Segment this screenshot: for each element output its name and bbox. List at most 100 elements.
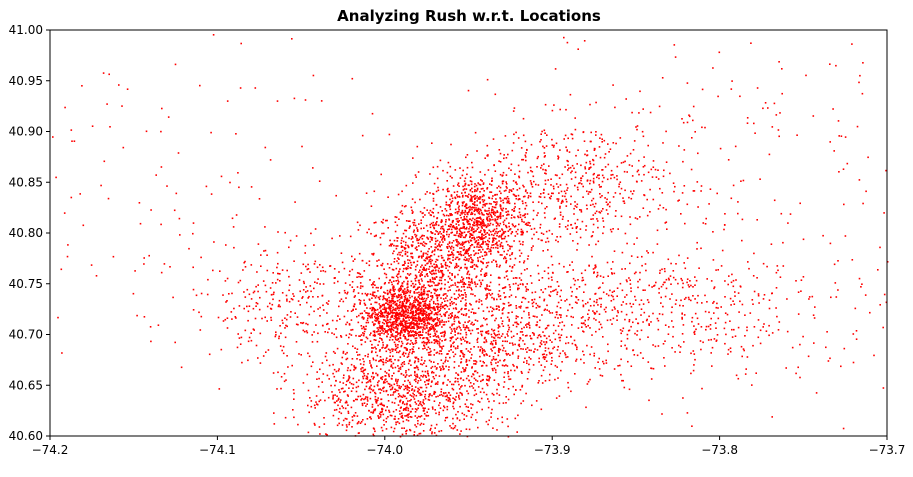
scatter-point [487,406,490,409]
scatter-point [490,253,492,255]
scatter-point [454,196,456,199]
scatter-point [382,419,385,422]
scatter-point [392,287,394,289]
scatter-point [409,304,411,306]
scatter-point [470,261,472,264]
scatter-point [507,153,509,156]
scatter-point [428,319,431,321]
scatter-point [396,382,398,384]
scatter-point [629,279,631,281]
scatter-point [454,380,457,383]
scatter-point [681,333,684,335]
scatter-point [448,245,450,248]
scatter-point [470,287,472,289]
scatter-point [438,344,441,346]
scatter-point [391,333,394,335]
scatter-point [429,173,431,175]
scatter-point [433,227,436,230]
scatter-point [375,348,377,350]
scatter-point [514,206,516,208]
scatter-point [452,307,455,310]
scatter-point [442,368,445,371]
scatter-point [474,370,476,373]
scatter-point [657,319,660,322]
scatter-point [426,253,429,256]
scatter-point [409,394,412,396]
scatter-point [392,306,394,309]
scatter-point [479,171,482,173]
scatter-point [405,317,407,319]
scatter-point [410,339,412,342]
scatter-point [414,247,417,249]
scatter-point [486,330,488,333]
scatter-point [551,352,553,354]
scatter-point [570,224,572,226]
scatter-point [483,237,486,239]
scatter-point [523,260,526,262]
scatter-point [480,273,482,276]
scatter-point [406,277,408,279]
scatter-point [494,339,497,342]
scatter-point [445,365,447,368]
scatter-point [421,264,423,267]
scatter-point [635,318,637,320]
scatter-point [407,353,410,355]
scatter-point [421,319,424,322]
scatter-point [388,244,391,247]
scatter-point [332,372,334,375]
scatter-point [316,340,319,343]
scatter-point [385,273,388,276]
scatter-point [424,328,426,330]
scatter-point [432,408,434,410]
scatter-point [456,266,458,269]
scatter-point [378,360,380,363]
scatter-point [445,221,447,223]
scatter-point [462,294,465,296]
scatter-point [390,334,393,336]
scatter-point [446,188,449,191]
scatter-point [531,332,534,334]
scatter-point [470,194,472,197]
scatter-point [487,223,489,225]
scatter-point [408,227,411,229]
scatter-point [412,301,415,304]
scatter-point [448,314,450,317]
scatter-point [385,409,387,412]
scatter-point [421,212,424,215]
scatter-point [463,353,466,356]
scatter-point [628,277,630,279]
scatter-point [612,228,614,230]
scatter-point [397,338,400,341]
scatter-point [522,339,524,342]
scatter-point [342,407,345,409]
scatter-point [424,214,426,216]
scatter-point [450,427,453,429]
scatter-point [439,309,441,312]
scatter-point [395,313,397,316]
scatter-point [564,300,566,302]
scatter-point [383,404,385,407]
scatter-point [415,299,417,301]
scatter-point [399,333,402,336]
scatter-point [368,312,370,315]
scatter-point [526,334,528,337]
scatter-point [396,339,398,341]
scatter-point [517,316,519,318]
scatter-point [434,409,436,411]
scatter-point [465,313,468,315]
scatter-point [386,302,388,304]
scatter-point [401,305,403,308]
scatter-point [501,229,504,231]
scatter-point [424,370,427,373]
scatter-point [381,264,383,267]
scatter-point [405,229,408,232]
scatter-point [392,289,395,292]
scatter-point [453,407,455,410]
scatter-point [483,354,486,357]
scatter-point [500,317,502,319]
scatter-point [471,213,474,215]
scatter-point [462,185,464,188]
scatter-point [507,324,510,327]
scatter-point [437,324,439,327]
scatter-point [393,286,395,289]
